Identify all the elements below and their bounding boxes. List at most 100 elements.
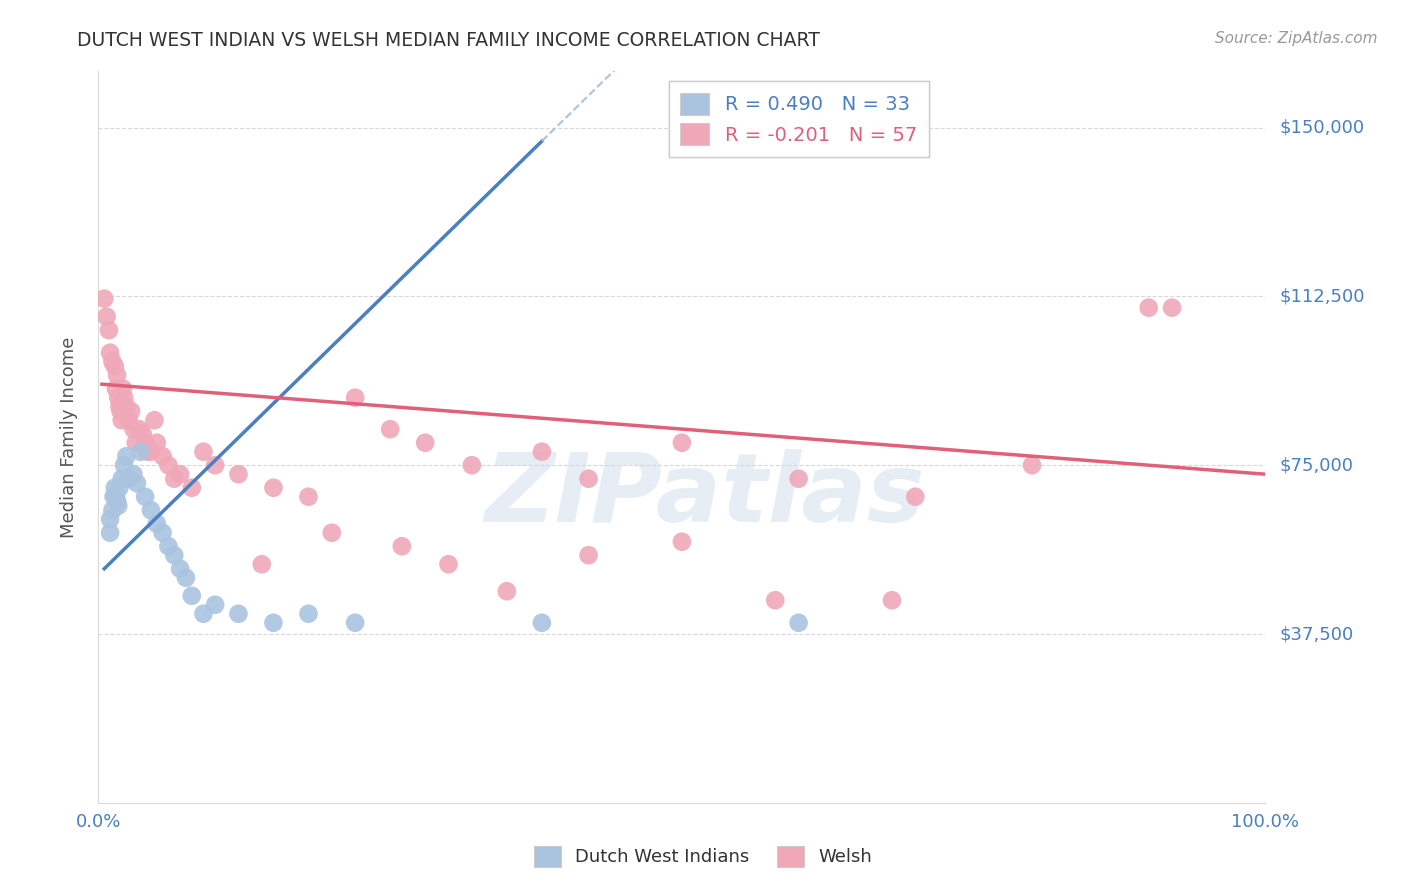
Point [143,413,166,427]
Point [139,503,162,517]
Point [120,404,142,418]
Point [180,481,202,495]
Point [146,516,169,531]
Point [104,481,127,495]
Point [1137,301,1160,315]
Point [128,422,150,436]
Point [228,467,250,482]
Point [152,449,174,463]
Point [108,481,131,495]
Point [118,413,141,427]
Point [105,368,128,383]
Point [163,548,186,562]
Point [122,422,145,436]
Point [262,615,284,630]
Point [115,449,138,463]
Point [174,571,197,585]
Text: ZIPatlas: ZIPatlas [485,449,925,542]
Point [437,558,460,572]
Point [115,400,138,414]
Point [112,458,135,473]
Point [111,413,134,427]
Point [98,525,121,540]
Point [104,359,127,374]
Text: Source: ZipAtlas.com: Source: ZipAtlas.com [1215,31,1378,46]
Point [904,490,927,504]
Point [104,382,127,396]
Text: $150,000: $150,000 [1279,119,1364,136]
Point [110,404,132,418]
Point [169,562,191,576]
Point [134,490,156,504]
Point [125,435,148,450]
Point [391,539,413,553]
Point [139,444,162,458]
Point [787,472,810,486]
Point [98,345,121,359]
Point [108,400,131,414]
Point [157,539,180,553]
Point [152,525,174,540]
Point [107,391,129,405]
Point [413,435,436,450]
Point [204,598,226,612]
Point [105,494,128,508]
Point [671,435,693,450]
Point [180,589,202,603]
Point [1021,458,1043,473]
Point [97,323,120,337]
Point [93,292,115,306]
Point [101,503,124,517]
Y-axis label: Median Family Income: Median Family Income [59,336,77,538]
Text: $112,500: $112,500 [1279,287,1365,305]
Point [134,435,156,450]
Point [763,593,786,607]
Point [193,444,215,458]
Point [125,476,148,491]
Point [101,354,124,368]
Point [104,490,127,504]
Point [461,458,484,473]
Point [530,615,553,630]
Point [262,481,284,495]
Point [122,467,145,482]
Point [880,593,903,607]
Point [111,382,134,396]
Point [111,472,134,486]
Point [578,548,600,562]
Point [136,444,159,458]
Text: DUTCH WEST INDIAN VS WELSH MEDIAN FAMILY INCOME CORRELATION CHART: DUTCH WEST INDIAN VS WELSH MEDIAN FAMILY… [77,31,820,50]
Point [193,607,215,621]
Point [107,499,129,513]
Point [321,525,343,540]
Point [1161,301,1184,315]
Text: $37,500: $37,500 [1279,625,1354,643]
Point [380,422,402,436]
Point [344,391,367,405]
Point [157,458,180,473]
Point [132,426,155,441]
Point [530,444,553,458]
Point [297,607,319,621]
Point [228,607,250,621]
Point [250,558,273,572]
Point [118,472,141,486]
Point [671,534,693,549]
Point [98,512,121,526]
Text: $75,000: $75,000 [1279,456,1354,475]
Point [129,444,152,458]
Point [496,584,519,599]
Point [146,435,169,450]
Point [204,458,226,473]
Legend: Dutch West Indians, Welsh: Dutch West Indians, Welsh [527,838,879,874]
Point [297,490,319,504]
Point [787,615,810,630]
Point [344,615,367,630]
Point [96,310,118,324]
Point [163,472,186,486]
Point [578,472,600,486]
Point [103,490,125,504]
Point [169,467,191,482]
Legend: R = 0.490   N = 33, R = -0.201   N = 57: R = 0.490 N = 33, R = -0.201 N = 57 [669,81,929,157]
Point [112,391,135,405]
